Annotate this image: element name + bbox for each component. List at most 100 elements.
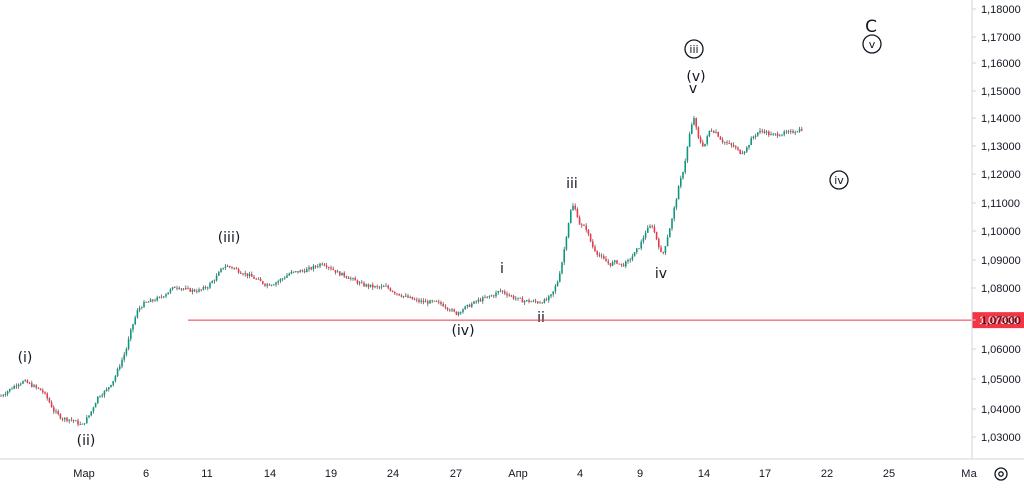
settings-gear-icon[interactable] — [992, 465, 1010, 483]
candle — [332, 266, 334, 271]
candle — [387, 284, 389, 290]
candle — [796, 130, 799, 133]
svg-text:iv: iv — [834, 174, 844, 187]
candle — [114, 374, 117, 383]
x-tick-label: 25 — [883, 468, 895, 480]
candle — [587, 228, 590, 237]
svg-text:ii: ii — [537, 310, 545, 326]
candle — [44, 391, 46, 395]
candle — [768, 130, 770, 137]
y-tick-label: 1,14000 — [981, 113, 1021, 125]
x-tick-label: 14 — [698, 468, 710, 480]
x-tick-label: 22 — [821, 468, 833, 480]
candle — [55, 408, 57, 414]
candle — [499, 288, 502, 293]
candle — [493, 294, 495, 298]
candle — [781, 134, 783, 137]
candle — [675, 198, 678, 211]
candle — [625, 260, 627, 269]
candle — [224, 263, 227, 271]
svg-text:iv: iv — [655, 266, 667, 282]
candle — [308, 265, 310, 272]
candle — [125, 347, 128, 357]
candle — [70, 417, 73, 422]
candle — [554, 283, 557, 294]
candle — [191, 288, 194, 295]
x-tick-label: 4 — [577, 468, 583, 480]
candle — [279, 278, 282, 284]
candle — [53, 405, 55, 414]
candle — [264, 283, 266, 288]
candle — [317, 264, 319, 269]
candle — [156, 295, 158, 302]
candle — [167, 292, 169, 295]
candle — [9, 388, 11, 393]
y-tick-label: 1,06000 — [981, 344, 1021, 356]
candle — [145, 301, 147, 303]
candle — [429, 299, 431, 304]
price-line-layer: 1,07330 — [188, 312, 1024, 329]
candle — [785, 129, 788, 134]
candle — [209, 281, 211, 290]
candle — [594, 244, 596, 253]
candle — [438, 299, 440, 305]
candle — [255, 277, 257, 280]
candle — [284, 275, 286, 280]
candle — [35, 384, 37, 390]
candle — [299, 269, 301, 273]
y-tick-label: 1,05000 — [981, 374, 1021, 386]
candle — [97, 396, 99, 405]
candle — [484, 294, 486, 299]
candle — [719, 135, 722, 140]
candle — [453, 308, 455, 313]
candle — [541, 302, 543, 304]
candle — [132, 323, 134, 333]
candle — [398, 293, 400, 296]
candle — [6, 390, 9, 397]
candle — [68, 419, 70, 424]
x-tick-label: 24 — [387, 468, 399, 480]
wave-label: iii — [566, 176, 578, 192]
candle — [416, 297, 418, 303]
candle — [460, 311, 462, 315]
candle — [143, 300, 145, 308]
candle — [376, 284, 378, 290]
candle — [510, 294, 513, 298]
candle — [352, 277, 354, 281]
candle — [746, 146, 748, 154]
candle — [59, 413, 62, 420]
candle — [290, 269, 293, 275]
candle — [583, 223, 585, 226]
candle — [323, 262, 326, 267]
candle — [631, 253, 634, 262]
svg-text:(v): (v) — [686, 69, 705, 85]
candle — [772, 132, 774, 136]
candle — [64, 417, 66, 423]
y-tick-label: 1,13000 — [981, 141, 1021, 153]
candle — [26, 379, 29, 384]
x-tick-label: 19 — [325, 468, 337, 480]
candle — [528, 298, 530, 304]
candle — [61, 417, 64, 422]
candle — [310, 266, 312, 271]
candle — [420, 298, 422, 304]
candle — [220, 267, 222, 273]
candle — [163, 296, 165, 299]
candle — [473, 300, 475, 305]
candle — [176, 285, 178, 291]
candle — [739, 149, 741, 155]
candle — [378, 285, 381, 290]
candle — [33, 384, 35, 388]
candle — [354, 276, 356, 281]
candle — [735, 145, 737, 150]
candle — [649, 224, 651, 229]
candle — [112, 380, 114, 387]
wave-label: v — [689, 81, 697, 97]
candle — [189, 287, 191, 292]
candle — [328, 266, 330, 271]
candle — [24, 379, 26, 382]
candle — [75, 419, 77, 422]
candle — [138, 305, 141, 313]
